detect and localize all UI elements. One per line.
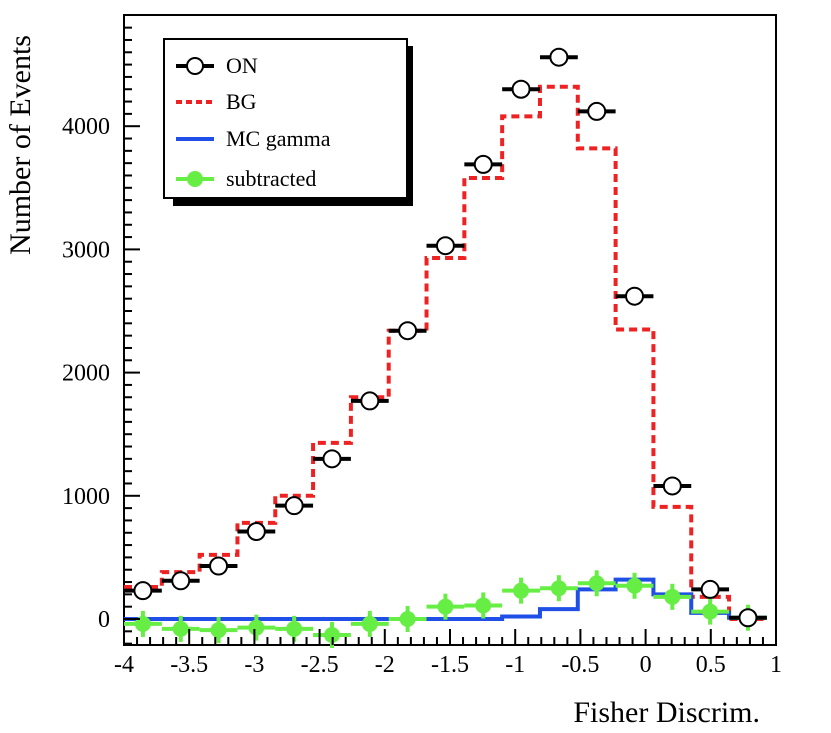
- subtracted-point: [588, 575, 605, 592]
- mc-gamma-histogram: [124, 577, 767, 621]
- on-point: [700, 579, 720, 599]
- on-point: [322, 449, 342, 469]
- on-point: [133, 581, 153, 601]
- x-tick-label: -3: [244, 652, 264, 678]
- x-tick-label: -2: [375, 652, 395, 678]
- histogram-layer: [124, 84, 767, 621]
- legend: ON BG MC gamma subtracted: [163, 38, 413, 206]
- x-tick-label: 0: [640, 652, 652, 678]
- subtracted-point: [550, 580, 567, 597]
- legend-on-marker: [186, 57, 204, 75]
- axes-layer: -4 -3.5 -3 -2.5 -2 -1.5 -1 -0.5 0 0.5 1 0 1000 2000 30…: [62, 26, 782, 678]
- on-series: [124, 47, 767, 628]
- x-tick-label: -2.5: [301, 652, 339, 678]
- subtracted-point: [702, 603, 719, 620]
- legend-subtracted-label: subtracted: [226, 166, 316, 191]
- on-point: [625, 286, 645, 306]
- subtracted-point: [399, 611, 416, 627]
- subtracted-point: [437, 598, 454, 615]
- x-axis-title: Fisher Discrim.: [573, 696, 760, 729]
- x-tick-label: 1: [770, 652, 782, 678]
- subtracted-point: [626, 577, 643, 594]
- x-tick-label: -3.5: [170, 652, 208, 678]
- y-tick-label: 4000: [62, 114, 110, 140]
- subtracted-series: [124, 570, 767, 649]
- y-tick-label: 3000: [62, 237, 110, 263]
- x-tick-label: -1: [505, 652, 525, 678]
- on-point: [738, 608, 758, 628]
- y-axis-title: Number of Events: [4, 35, 37, 255]
- subtracted-point: [664, 588, 681, 605]
- on-point: [435, 236, 455, 256]
- on-point: [662, 476, 682, 496]
- on-point: [473, 154, 493, 174]
- on-point: [549, 47, 569, 67]
- on-point: [284, 496, 304, 516]
- bg-histogram: [124, 84, 767, 621]
- subtracted-point: [210, 622, 227, 639]
- on-point: [246, 522, 266, 542]
- legend-subtracted-marker: [187, 171, 203, 187]
- subtracted-point: [248, 619, 265, 636]
- y-tick-label: 2000: [62, 361, 110, 387]
- subtracted-point: [323, 627, 340, 644]
- y-tick-label: 0: [98, 607, 110, 633]
- subtracted-point: [513, 582, 530, 599]
- on-point: [398, 321, 418, 341]
- y-tick-label: 1000: [62, 484, 110, 510]
- x-tick-label: -1.5: [431, 652, 469, 678]
- subtracted-point: [361, 615, 378, 632]
- marker-layer: [124, 47, 767, 649]
- subtracted-point: [475, 597, 492, 614]
- subtracted-point: [286, 620, 303, 637]
- on-point: [360, 391, 380, 411]
- legend-on-label: ON: [226, 53, 258, 78]
- subtracted-point: [172, 620, 189, 637]
- on-point: [587, 101, 607, 121]
- x-tick-label: -4: [114, 652, 134, 678]
- legend-bg-label: BG: [226, 89, 257, 114]
- x-tick-label: 0.5: [696, 652, 726, 678]
- on-point: [171, 571, 191, 591]
- on-point: [209, 556, 229, 576]
- legend-mc-gamma-label: MC gamma: [226, 126, 331, 151]
- on-point: [511, 79, 531, 99]
- x-tick-label: -0.5: [561, 652, 599, 678]
